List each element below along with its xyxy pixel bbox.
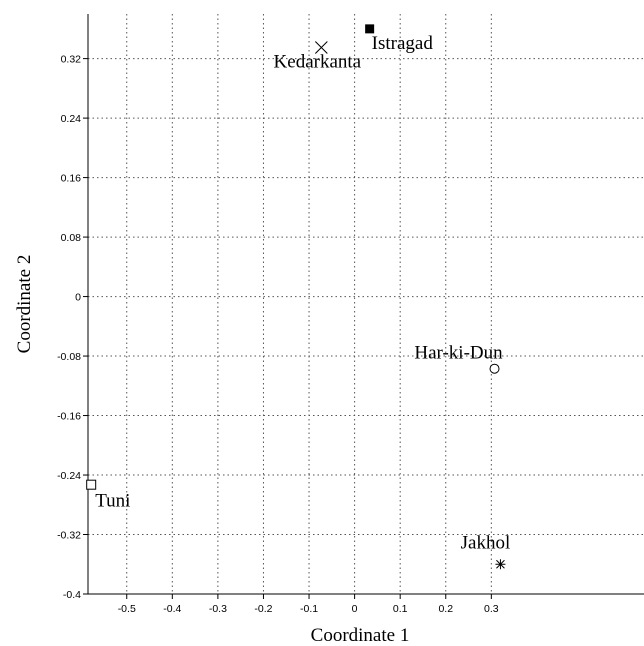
y-tick-label: 0 — [75, 292, 81, 304]
x-tick-label: 0.1 — [393, 603, 408, 615]
y-tick-label: -0.32 — [57, 530, 81, 542]
x-tick-label: -0.5 — [118, 603, 136, 615]
point-label: Tuni — [95, 491, 130, 512]
x-tick-label: -0.4 — [163, 603, 181, 615]
data-points: Istragad Kedarkanta Har-ki-Dun Tuni Jakhol — [86, 24, 511, 570]
cross-marker — [314, 41, 328, 54]
data-point-jakhol: Jakhol — [461, 532, 511, 570]
x-tick-label: 0.2 — [438, 603, 453, 615]
point-label: Istragad — [372, 33, 434, 54]
axis-ticks: -0.5 -0.4 -0.3 -0.2 -0.1 0 0.1 0.2 0.3 0.32 0.24 0.… — [57, 54, 499, 615]
x-tick-label: 0.3 — [484, 603, 499, 615]
y-tick-label: 0.32 — [61, 54, 82, 66]
x-tick-label: -0.2 — [254, 603, 272, 615]
y-tick-label: -0.16 — [57, 411, 81, 423]
point-label: Kedarkanta — [274, 51, 362, 72]
data-point-istragad: Istragad — [365, 24, 433, 54]
y-tick-label: -0.4 — [63, 589, 81, 601]
open-circle-marker — [489, 363, 500, 374]
x-axis-title: Coordinate 1 — [311, 625, 410, 646]
grid-lines — [88, 14, 644, 594]
point-label: Jakhol — [461, 532, 511, 553]
data-point-har-ki-dun: Har-ki-Dun — [414, 343, 503, 374]
x-tick-label: 0 — [352, 603, 358, 615]
y-tick-label: 0.08 — [61, 232, 82, 244]
x-tick-label: -0.3 — [209, 603, 227, 615]
y-tick-label: 0.24 — [61, 113, 82, 125]
y-tick-label: -0.08 — [57, 351, 81, 363]
filled-square-marker — [365, 24, 375, 34]
data-point-tuni: Tuni — [86, 479, 130, 512]
x-tick-label: -0.1 — [300, 603, 318, 615]
open-square-marker — [86, 479, 97, 490]
point-label: Har-ki-Dun — [414, 343, 503, 364]
data-point-kedarkanta: Kedarkanta — [274, 41, 362, 72]
y-tick-label: -0.24 — [57, 470, 81, 482]
y-tick-label: 0.16 — [61, 173, 82, 185]
y-axis-title: Coordinate 2 — [14, 255, 35, 354]
asterisk-marker — [495, 559, 506, 570]
